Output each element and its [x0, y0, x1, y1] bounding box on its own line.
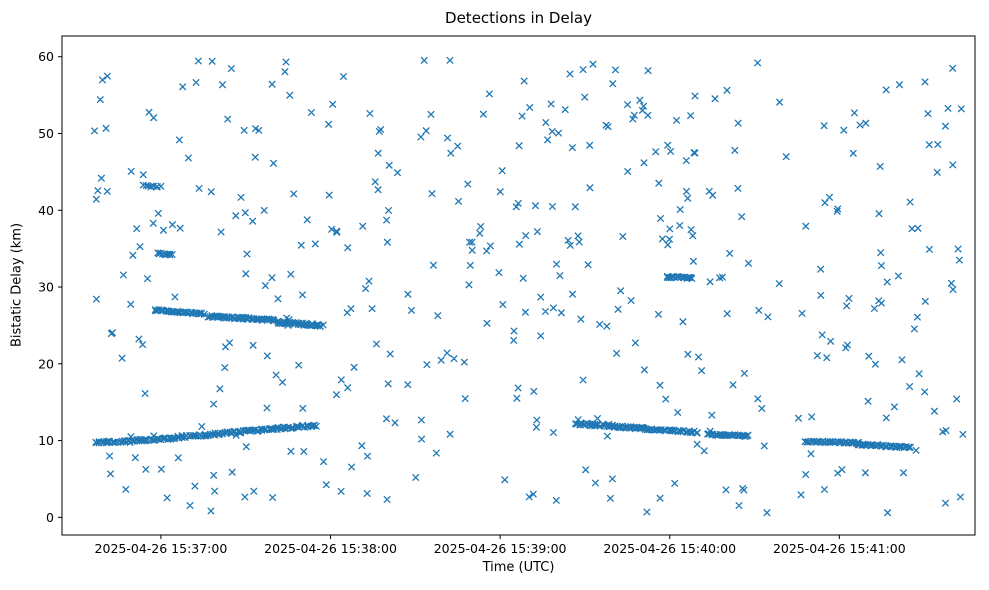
y-tick-label: 40: [38, 203, 54, 218]
y-tick-label: 10: [38, 433, 54, 448]
y-tick-label: 30: [38, 280, 54, 295]
y-tick-label: 50: [38, 126, 54, 141]
x-tick-label: 2025-04-26 15:41:00: [773, 541, 906, 556]
chart-title: Detections in Delay: [445, 9, 592, 27]
x-tick-label: 2025-04-26 15:37:00: [95, 541, 228, 556]
y-axis-ticks: 0 10 20 30 40 50 60: [38, 49, 62, 525]
y-tick-label: 20: [38, 356, 54, 371]
scatter-points: [90, 56, 967, 517]
x-tick-label: 2025-04-26 15:39:00: [434, 541, 567, 556]
x-tick-label: 2025-04-26 15:38:00: [264, 541, 397, 556]
x-axis-label: Time (UTC): [482, 560, 555, 575]
plot-area: [61, 35, 976, 536]
x-axis-ticks: 2025-04-26 15:37:00 2025-04-26 15:38:00 20…: [95, 535, 906, 556]
x-tick-label: 2025-04-26 15:40:00: [603, 541, 736, 556]
y-tick-label: 60: [38, 49, 54, 64]
y-tick-label: 0: [46, 510, 54, 525]
